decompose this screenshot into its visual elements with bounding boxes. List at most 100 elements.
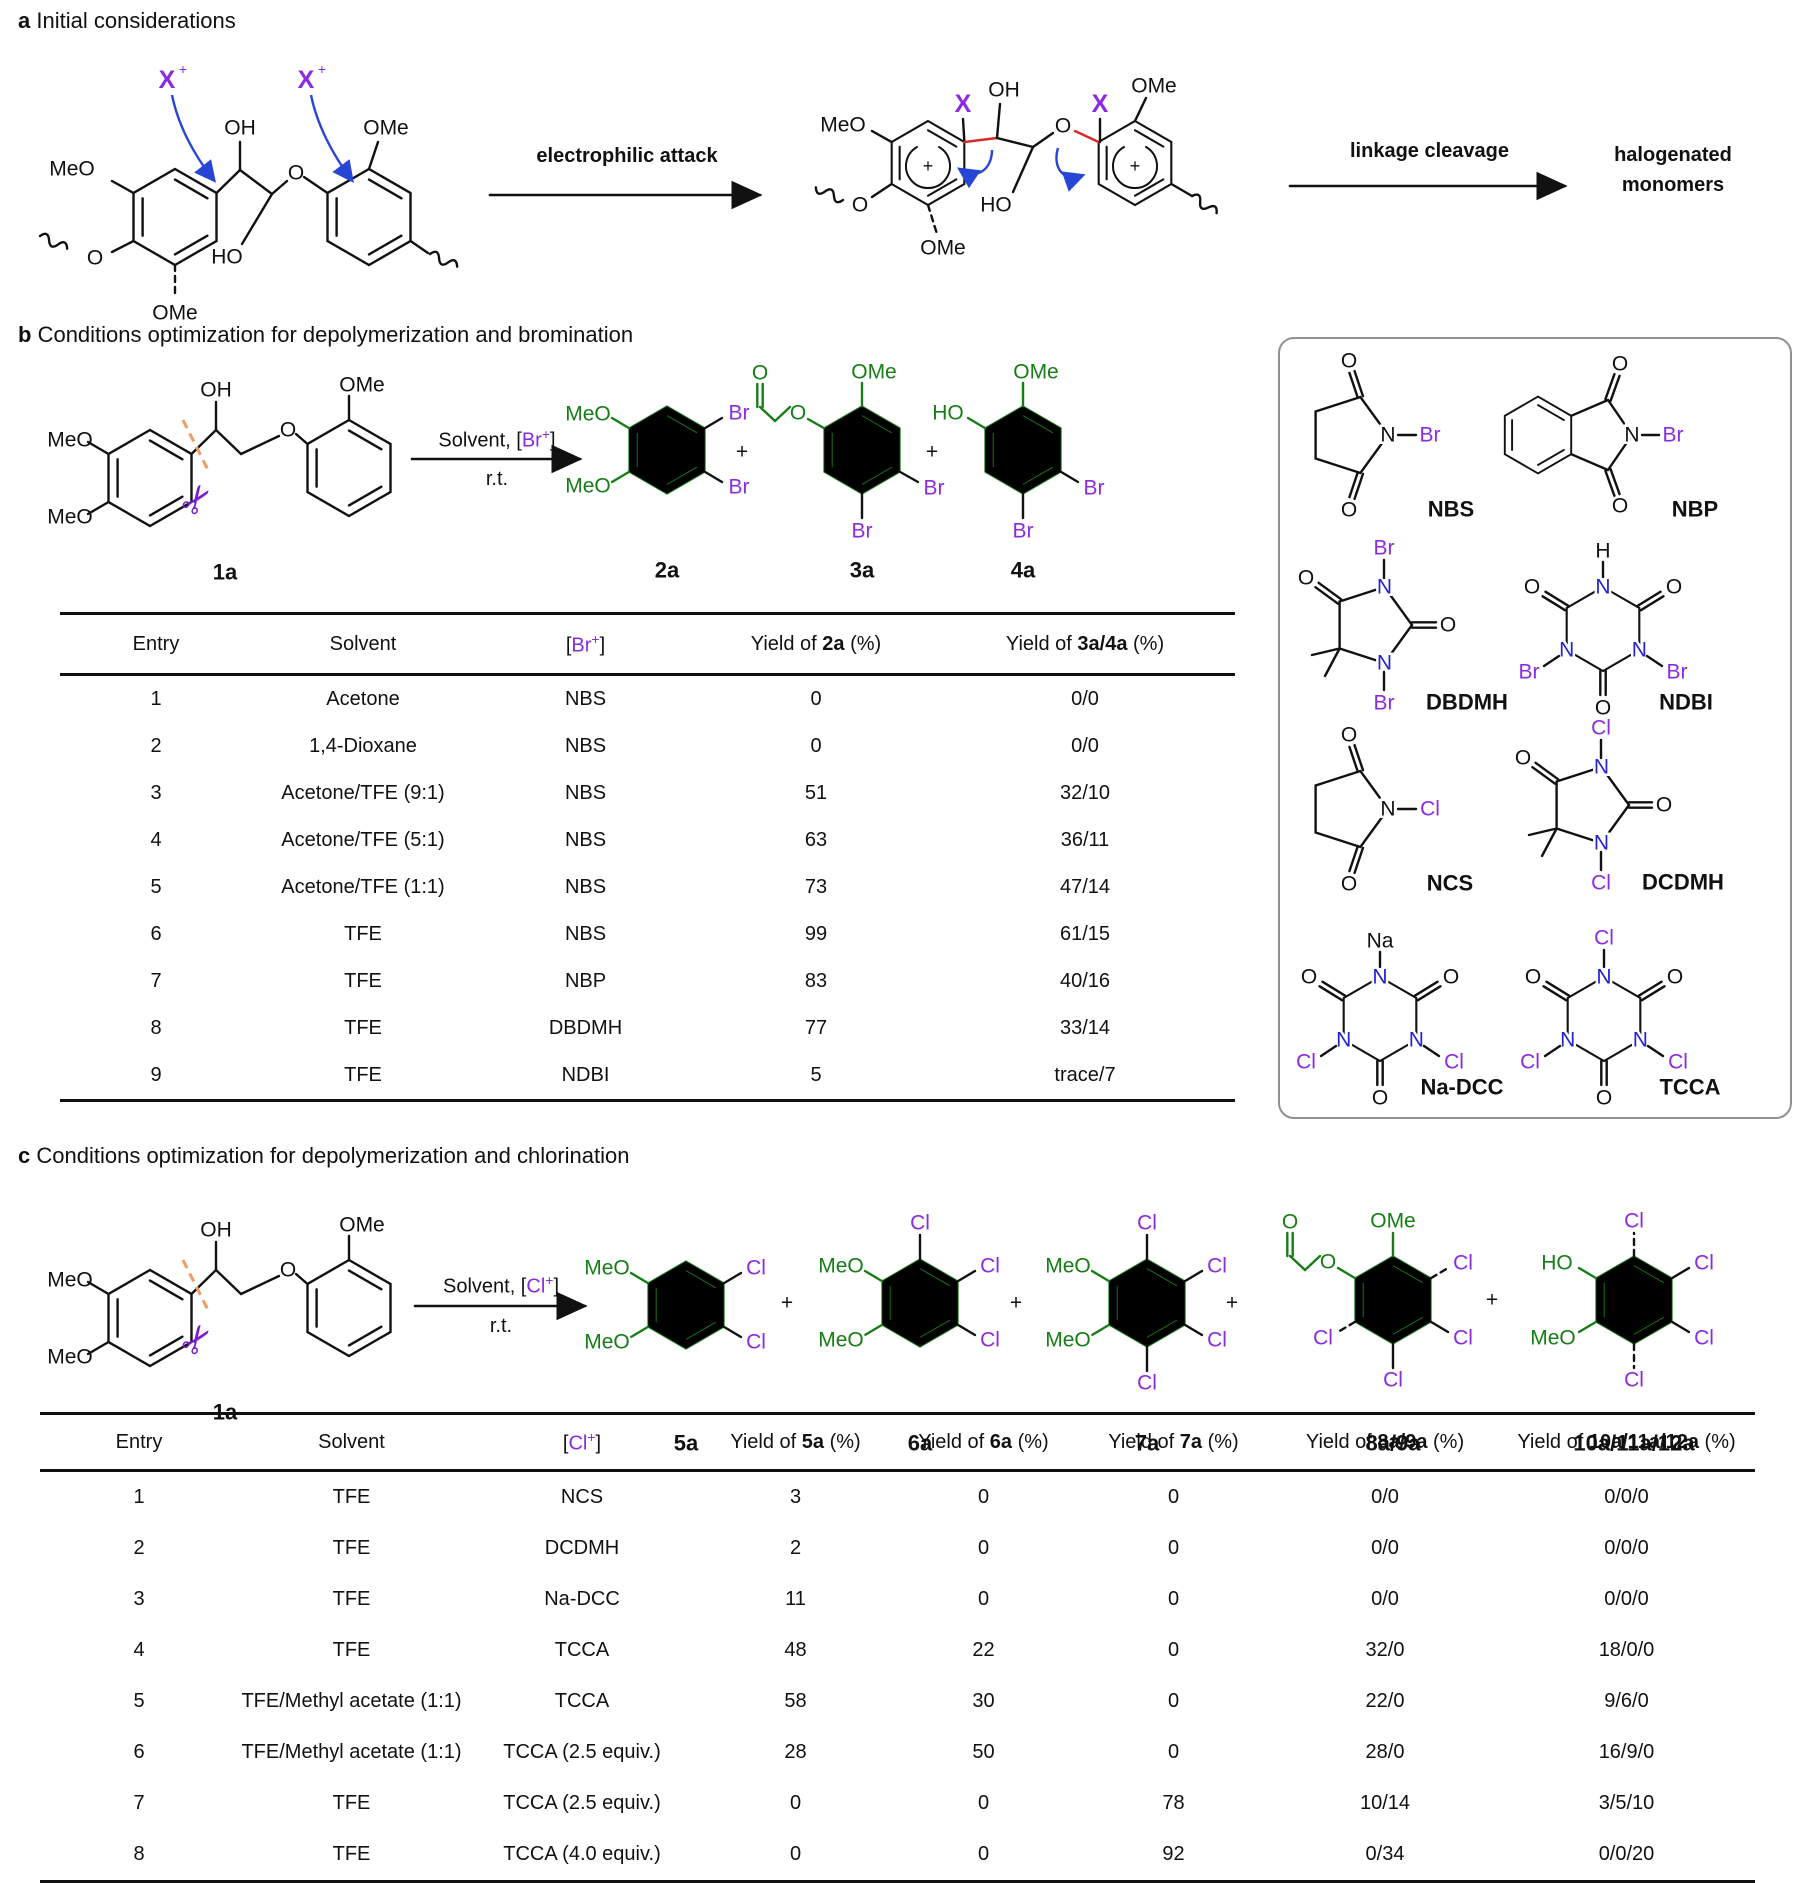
bond bbox=[1059, 470, 1080, 484]
benzene-ring bbox=[1595, 1255, 1673, 1345]
table-cell: 0 bbox=[977, 1792, 990, 1814]
bond bbox=[1170, 182, 1194, 198]
bond bbox=[704, 470, 724, 484]
atom-label: Cl bbox=[1668, 1051, 1688, 1074]
bond bbox=[1569, 398, 1610, 417]
table-cell: TFE bbox=[332, 1486, 371, 1508]
table-header-row: Entry Solvent [Br+] Yield of 2a (%) Yield of… bbox=[60, 613, 1235, 676]
bond bbox=[863, 1323, 883, 1337]
atom-label: NBS bbox=[1428, 497, 1474, 522]
atom-label: Cl bbox=[1520, 1051, 1540, 1074]
table-cell: 92 bbox=[1162, 1843, 1185, 1865]
atom-label: OMe bbox=[1370, 1210, 1416, 1233]
table-header-row: Entry Solvent [Cl+] Yield of 5a (%) Yield of… bbox=[40, 1413, 1755, 1472]
table-cell: TFE bbox=[344, 1064, 382, 1086]
table-cell: 50 bbox=[972, 1741, 995, 1763]
atom-label: O bbox=[280, 1259, 296, 1282]
atom-label: O bbox=[1612, 353, 1628, 376]
table-row: 5 TFE/Methyl acetate (1:1) TCCA 58 30 0 22/0 9/… bbox=[40, 1676, 1755, 1727]
atom-label: MeO bbox=[47, 506, 93, 529]
table-cell: 0 bbox=[789, 1792, 802, 1814]
atom-label: N bbox=[1372, 966, 1387, 989]
panel-c-title: c Conditions optimization for depolymeri… bbox=[18, 1143, 629, 1169]
table-cell: TFE bbox=[332, 1537, 371, 1559]
table-cell: 0 bbox=[1167, 1741, 1180, 1763]
table-cell: 4 bbox=[150, 829, 162, 851]
table-cell: 18/0/0 bbox=[1598, 1639, 1655, 1661]
table-cell: 9/6/0 bbox=[1604, 1690, 1649, 1712]
atom-label: N bbox=[1409, 1029, 1424, 1052]
atom-label: MeO bbox=[820, 114, 866, 137]
bond bbox=[1577, 1266, 1598, 1280]
atom-label: Br bbox=[729, 402, 750, 425]
atom-label: 2a bbox=[655, 558, 680, 583]
atom-label: H bbox=[1595, 540, 1610, 563]
bond bbox=[1090, 1323, 1111, 1337]
table-cell: NBS bbox=[564, 782, 607, 804]
atom-label: O bbox=[1055, 115, 1071, 138]
table-cell: TFE bbox=[344, 923, 382, 945]
table-cell: 0 bbox=[810, 688, 822, 710]
atom-label: Na bbox=[1367, 930, 1394, 953]
atom-label: OMe bbox=[339, 1214, 385, 1237]
table-header-cell: Yield of 8a/9a (%) bbox=[1272, 1413, 1498, 1472]
atom-label: TCCA bbox=[1659, 1075, 1720, 1100]
atom-label: N bbox=[1560, 1029, 1575, 1052]
text-segment: (%) bbox=[1012, 1430, 1049, 1453]
atom-label: Na-DCC bbox=[1420, 1075, 1503, 1100]
table-cell: TCCA (2.5 equiv.) bbox=[503, 1792, 661, 1814]
table-row: 4 TFE TCCA 48 22 0 32/0 18/0/0 bbox=[40, 1625, 1755, 1676]
halogenating-reagents-box bbox=[1278, 337, 1792, 1119]
table-header-cell: Yield of 10a/11a/12a (%) bbox=[1498, 1413, 1755, 1472]
table-cell: Acetone/TFE (9:1) bbox=[281, 782, 445, 804]
table-header-cell: Yield of 2a (%) bbox=[697, 613, 935, 676]
text-segment: Solvent bbox=[318, 1430, 385, 1453]
table-cell: 22 bbox=[972, 1639, 995, 1661]
atom-label: MeO bbox=[47, 429, 93, 452]
bond bbox=[1670, 1266, 1691, 1280]
text-segment: 3a/4a bbox=[1077, 632, 1128, 655]
atom-label: X bbox=[298, 66, 315, 94]
table-row: 3 Acetone/TFE (9:1) NBS 51 32/10 bbox=[60, 770, 1235, 817]
atom-label: + bbox=[318, 61, 326, 77]
atom-label: MeO bbox=[49, 158, 95, 181]
atom-label: N bbox=[1380, 424, 1395, 447]
atom-label: O bbox=[1440, 614, 1456, 637]
double-bond bbox=[1348, 470, 1360, 499]
atom-label: O bbox=[1341, 724, 1357, 747]
atom-label: N bbox=[1377, 652, 1392, 675]
atom-label: MeO bbox=[565, 475, 611, 498]
table-cell: 58 bbox=[784, 1690, 807, 1712]
atom-label: OMe bbox=[363, 117, 409, 140]
atom-label: MeO bbox=[1045, 1255, 1091, 1278]
bond bbox=[239, 434, 281, 456]
bond bbox=[629, 1325, 649, 1339]
table-cell: DBDMH bbox=[548, 1017, 623, 1039]
table-cell: 32/10 bbox=[1059, 782, 1111, 804]
table-cell: 22/0 bbox=[1365, 1690, 1405, 1712]
atom-label: Cl bbox=[980, 1255, 1000, 1278]
bond bbox=[409, 239, 430, 255]
bond bbox=[86, 500, 110, 516]
double-bond bbox=[1531, 765, 1557, 785]
atom-label: Cl bbox=[1694, 1327, 1714, 1350]
bond bbox=[1133, 96, 1148, 123]
bond bbox=[86, 440, 110, 456]
bond bbox=[302, 175, 329, 195]
table-cell: 28/0 bbox=[1365, 1741, 1405, 1763]
table-cell: 0/34 bbox=[1365, 1843, 1405, 1865]
panel-b-title-text: Conditions optimization for depolymeriza… bbox=[37, 322, 634, 347]
text-segment: ] bbox=[550, 429, 556, 452]
table-cell: trace/7 bbox=[1054, 1064, 1116, 1086]
atom-label: MeO bbox=[1530, 1327, 1576, 1350]
benzene-ring bbox=[107, 1268, 193, 1368]
atom-label: Cl bbox=[1594, 927, 1614, 950]
bond bbox=[1183, 1269, 1204, 1283]
table-cell: 5 bbox=[810, 1064, 822, 1086]
bond bbox=[1090, 1269, 1111, 1283]
table-row: 8 TFE TCCA (4.0 equiv.) 0 0 92 0/34 0/0/20 bbox=[40, 1829, 1755, 1882]
table-cell: 1,4-Dioxane bbox=[309, 735, 417, 757]
bond bbox=[214, 1268, 243, 1296]
bond bbox=[995, 136, 1035, 149]
